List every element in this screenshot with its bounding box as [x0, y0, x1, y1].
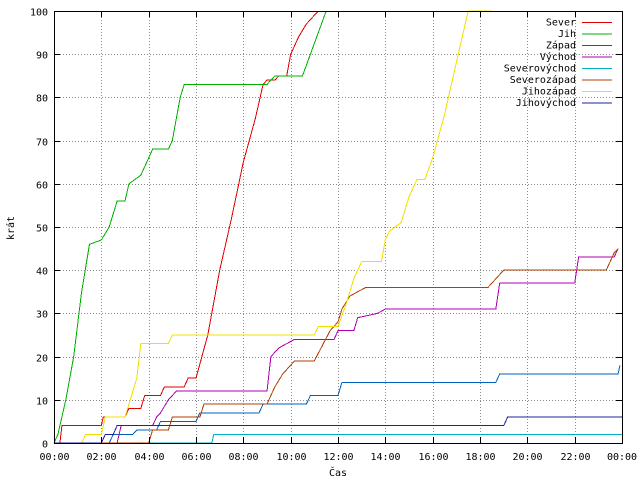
y-tick-label: 100 — [30, 8, 48, 19]
x-tick-label: 20:00 — [512, 452, 542, 463]
axis-ticks — [54, 11, 623, 444]
x-tick-label: 14:00 — [370, 452, 400, 463]
grid — [54, 11, 622, 443]
y-axis-label: krát — [5, 216, 17, 240]
series-line-jihozapad — [54, 10, 492, 444]
y-tick-label: 20 — [36, 354, 48, 365]
y-tick-label: 80 — [36, 94, 48, 105]
legend-label-jihovychod: Jihovýchod — [516, 97, 576, 109]
series-line-vychod — [54, 248, 619, 444]
legend-label-jih: Jih — [558, 29, 576, 40]
legend-label-zapad: Západ — [546, 40, 576, 52]
x-tick-label: 16:00 — [418, 452, 448, 463]
x-tick-label: 00:00 — [39, 452, 69, 463]
x-tick-label: 18:00 — [465, 452, 495, 463]
series-line-jih — [53, 10, 327, 444]
x-tick-label: 00:00 — [607, 452, 637, 463]
legend-label-severovychod: Severovýchod — [504, 63, 576, 75]
tick-labels: 0 10 20 30 40 50 60 70 80 90 100 00:00 02:00 04:00 06:… — [30, 8, 637, 464]
y-tick-label: 60 — [36, 181, 48, 192]
y-tick-label: 0 — [42, 440, 48, 451]
y-tick-label: 40 — [36, 267, 48, 278]
x-tick-label: 22:00 — [560, 452, 590, 463]
y-tick-label: 50 — [36, 224, 48, 235]
legend-label-sever: Sever — [546, 18, 576, 29]
y-tick-label: 70 — [36, 138, 48, 149]
x-tick-label: 04:00 — [134, 452, 164, 463]
y-tick-label: 10 — [36, 397, 48, 408]
x-tick-label: 02:00 — [86, 452, 116, 463]
series-line-severozapad — [54, 248, 619, 444]
legend-label-severozapad: Severozápad — [510, 74, 576, 86]
y-tick-label: 30 — [36, 310, 48, 321]
y-tick-label: 90 — [36, 51, 48, 62]
series-line-zapad — [54, 365, 621, 444]
x-tick-label: 12:00 — [323, 452, 353, 463]
legend-label-jihozapad: Jihozápad — [522, 86, 576, 98]
x-tick-label: 06:00 — [181, 452, 211, 463]
x-tick-label: 10:00 — [276, 452, 306, 463]
x-tick-label: 08:00 — [228, 452, 258, 463]
x-axis-label: Čas — [329, 466, 347, 479]
legend: SeverJihZápadVýchodSeverovýchodSeverozáp… — [504, 18, 612, 109]
legend-label-vychod: Východ — [540, 51, 576, 63]
